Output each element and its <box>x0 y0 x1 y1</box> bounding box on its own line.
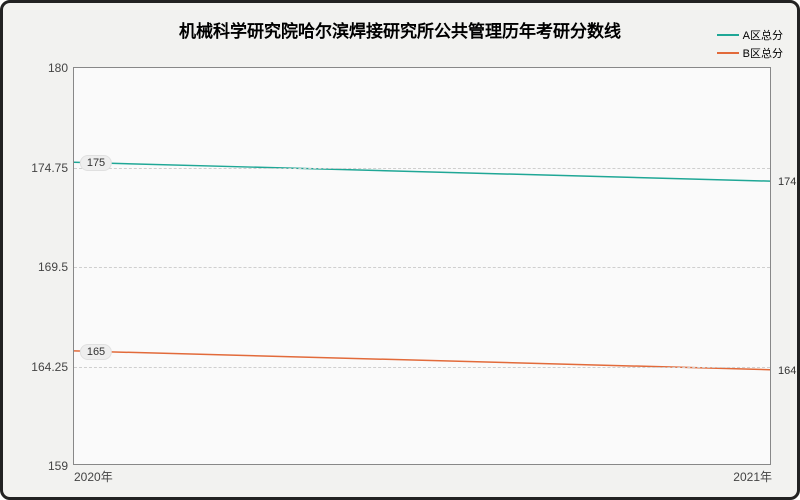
y-tick-label: 159 <box>48 459 74 473</box>
legend-swatch <box>717 52 739 54</box>
chart-container: 机械科学研究院哈尔滨焊接研究所公共管理历年考研分数线 A区总分B区总分 1591… <box>0 0 800 500</box>
point-label-start: 165 <box>80 344 112 360</box>
legend-swatch <box>717 34 739 36</box>
point-label-end: 164 <box>778 365 796 377</box>
point-label-end: 174 <box>778 176 796 188</box>
gridline <box>74 168 770 169</box>
x-tick-label: 2021年 <box>733 464 772 485</box>
gridline <box>74 367 770 368</box>
gridline <box>74 267 770 268</box>
y-tick-label: 169.5 <box>38 260 74 274</box>
legend-item: A区总分 <box>717 27 783 43</box>
x-tick-label: 2020年 <box>74 464 113 485</box>
point-label-start: 175 <box>80 155 112 171</box>
legend-label: B区总分 <box>743 45 783 61</box>
y-tick-label: 180 <box>48 61 74 75</box>
y-tick-label: 174.75 <box>31 161 74 175</box>
legend: A区总分 B区总分 <box>717 27 783 63</box>
legend-item: B区总分 <box>717 45 783 61</box>
plot-area: 159164.25169.5174.751802020年2021年1751741… <box>73 67 771 465</box>
y-tick-label: 164.25 <box>31 360 74 374</box>
series-line <box>74 162 770 181</box>
line-svg <box>74 68 770 464</box>
legend-label: A区总分 <box>743 27 783 43</box>
chart-title: 机械科学研究院哈尔滨焊接研究所公共管理历年考研分数线 <box>3 17 797 42</box>
